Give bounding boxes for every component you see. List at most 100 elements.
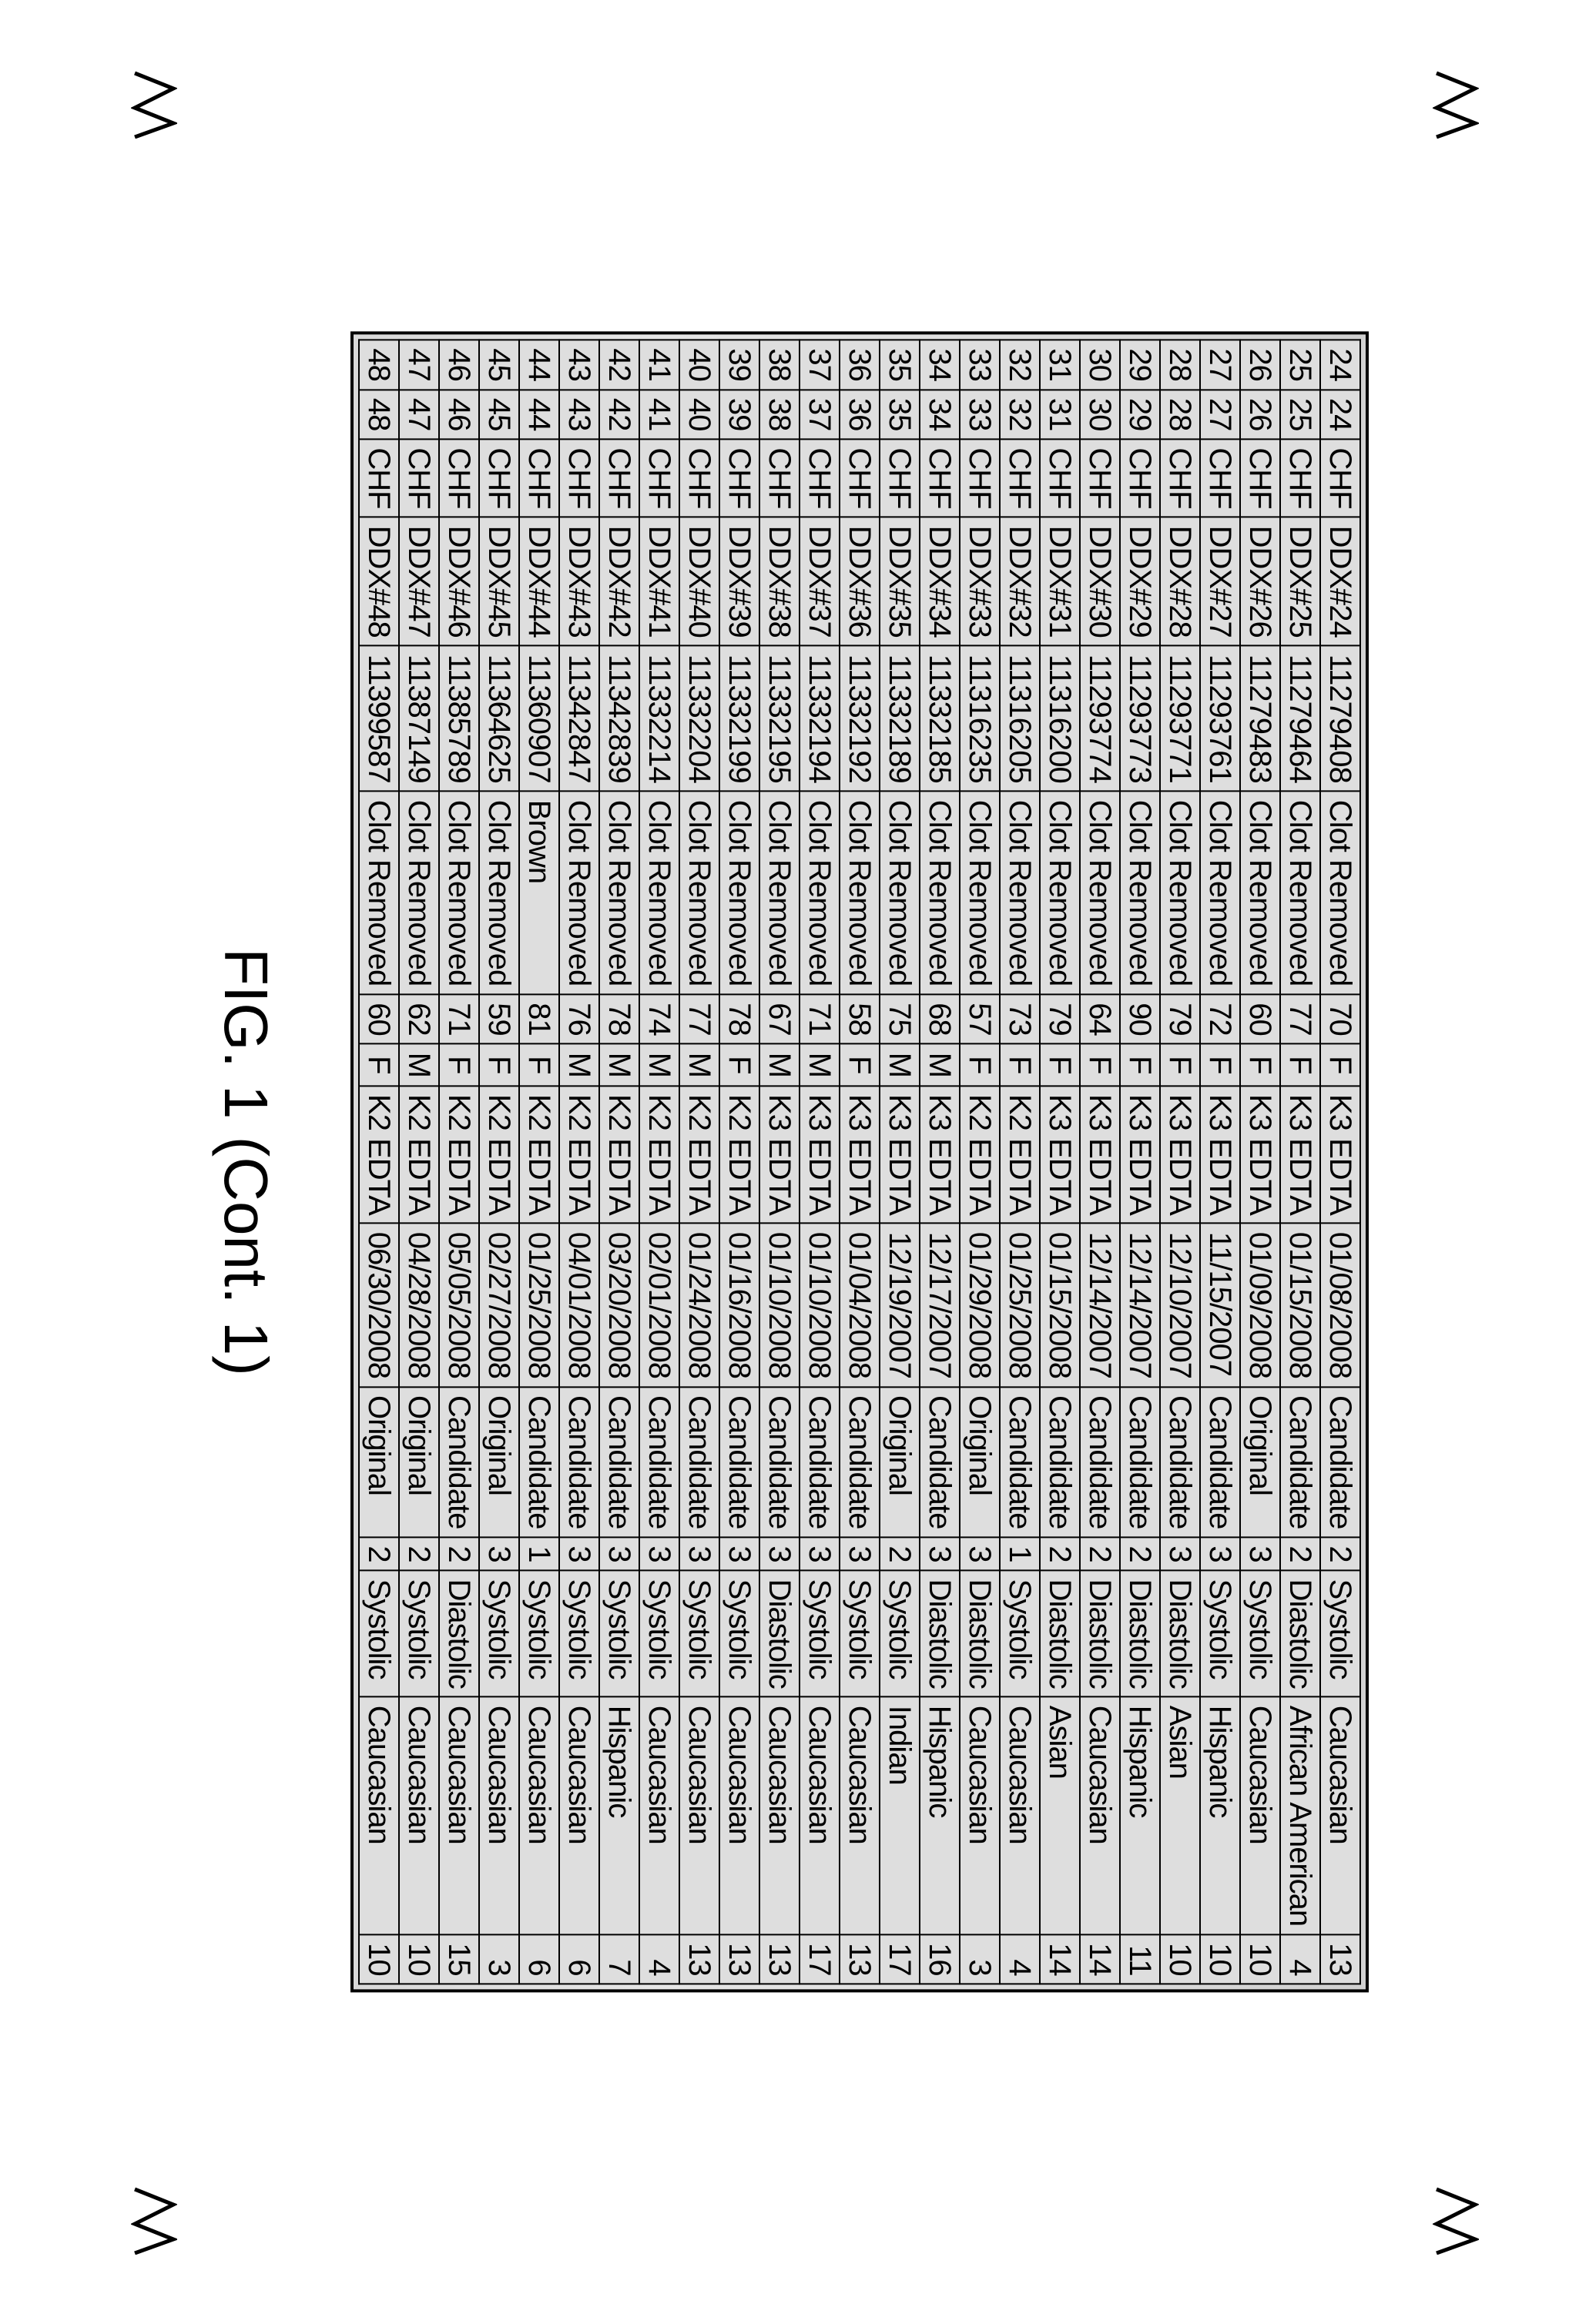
nclass-cell: 2 [1280, 1537, 1320, 1570]
table-row: 4040CHFDDX#4011332204Clot Removed77MK2 E… [679, 340, 719, 1984]
sample-id-cell: 11385789 [439, 646, 479, 792]
count-cell: 15 [439, 1934, 479, 1984]
diagnosis-cell: CHF [759, 439, 800, 517]
sample-id-cell: 11293774 [1080, 646, 1120, 792]
ethnicity-cell: Indian [880, 1697, 920, 1934]
break-mark-bottom-right [1433, 2185, 1479, 2255]
age-cell: 70 [1320, 994, 1360, 1044]
nclass-cell: 3 [960, 1537, 1000, 1570]
ethnicity-cell: African American [1280, 1697, 1320, 1934]
sex-cell: F [1000, 1044, 1040, 1086]
condition-cell: Clot Removed [759, 792, 800, 994]
nclass-cell: 2 [1120, 1537, 1160, 1570]
cohort-cell: Candidate [639, 1387, 679, 1537]
row-b-cell: 40 [679, 390, 719, 440]
date-cell: 12/19/2007 [880, 1224, 920, 1387]
sample-id-cell: 11332214 [639, 646, 679, 792]
sex-cell: M [679, 1044, 719, 1086]
condition-cell: Clot Removed [359, 792, 399, 994]
age-cell: 79 [1160, 994, 1200, 1044]
table-row: 3939CHFDDX#3911332199Clot Removed78FK2 E… [719, 340, 759, 1984]
bp-type-cell: Systolic [599, 1571, 639, 1697]
cohort-cell: Candidate [1160, 1387, 1200, 1537]
ethnicity-cell: Caucasian [840, 1697, 880, 1934]
count-cell: 4 [639, 1934, 679, 1984]
bp-type-cell: Diastolic [1040, 1571, 1080, 1697]
row-a-cell: 25 [1280, 340, 1320, 390]
table-row: 4444CHFDDX#4411360907Brown81FK2 EDTA01/2… [519, 340, 559, 1984]
bp-type-cell: Diastolic [759, 1571, 800, 1697]
ddx-id-cell: DDX#27 [1200, 517, 1240, 646]
row-b-cell: 39 [719, 390, 759, 440]
tube-cell: K3 EDTA [1280, 1086, 1320, 1224]
cohort-cell: Candidate [1120, 1387, 1160, 1537]
bp-type-cell: Diastolic [439, 1571, 479, 1697]
sample-id-cell: 11293771 [1160, 646, 1200, 792]
count-cell: 13 [1320, 1934, 1360, 1984]
date-cell: 01/29/2008 [960, 1224, 1000, 1387]
diagnosis-cell: CHF [679, 439, 719, 517]
nclass-cell: 2 [359, 1537, 399, 1570]
tube-cell: K2 EDTA [399, 1086, 439, 1224]
table-row: 2525CHFDDX#2511279464Clot Removed77FK3 E… [1280, 340, 1320, 1984]
ddx-id-cell: DDX#43 [559, 517, 599, 646]
bp-type-cell: Systolic [719, 1571, 759, 1697]
sample-id-cell: 11279464 [1280, 646, 1320, 792]
sample-id-cell: 11279483 [1240, 646, 1280, 792]
sex-cell: F [1280, 1044, 1320, 1086]
rotated-content: 2424CHFDDX#2411279408Clot Removed70FK3 E… [210, 331, 1369, 1992]
sample-id-cell: 11316200 [1040, 646, 1080, 792]
table-row: 4141CHFDDX#4111332214Clot Removed74MK2 E… [639, 340, 679, 1984]
condition-cell: Clot Removed [880, 792, 920, 994]
bp-type-cell: Diastolic [960, 1571, 1000, 1697]
count-cell: 6 [519, 1934, 559, 1984]
table-row: 4747CHFDDX#4711387149Clot Removed62MK2 E… [399, 340, 439, 1984]
bp-type-cell: Systolic [399, 1571, 439, 1697]
age-cell: 71 [439, 994, 479, 1044]
diagnosis-cell: CHF [1240, 439, 1280, 517]
row-b-cell: 24 [1320, 390, 1360, 440]
diagnosis-cell: CHF [1280, 439, 1320, 517]
tube-cell: K2 EDTA [639, 1086, 679, 1224]
table-row: 3232CHFDDX#3211316205Clot Removed73FK2 E… [1000, 340, 1040, 1984]
diagnosis-cell: CHF [719, 439, 759, 517]
break-mark-top-left [131, 69, 177, 139]
page: 2424CHFDDX#2411279408Clot Removed70FK3 E… [0, 0, 1579, 2324]
sample-id-cell: 11316205 [1000, 646, 1040, 792]
tube-cell: K2 EDTA [679, 1086, 719, 1224]
table-row: 4242CHFDDX#4211342839Clot Removed78MK2 E… [599, 340, 639, 1984]
ethnicity-cell: Caucasian [399, 1697, 439, 1934]
date-cell: 01/25/2008 [1000, 1224, 1040, 1387]
cohort-cell: Candidate [519, 1387, 559, 1537]
condition-cell: Clot Removed [1080, 792, 1120, 994]
sex-cell: F [960, 1044, 1000, 1086]
ddx-id-cell: DDX#41 [639, 517, 679, 646]
count-cell: 6 [559, 1934, 599, 1984]
row-b-cell: 41 [639, 390, 679, 440]
condition-cell: Brown [519, 792, 559, 994]
break-mark-top-right [1433, 69, 1479, 139]
nclass-cell: 2 [399, 1537, 439, 1570]
date-cell: 01/15/2008 [1280, 1224, 1320, 1387]
row-a-cell: 38 [759, 340, 800, 390]
sample-id-cell: 11293761 [1200, 646, 1240, 792]
row-b-cell: 45 [479, 390, 519, 440]
sex-cell: F [519, 1044, 559, 1086]
sex-cell: F [1160, 1044, 1200, 1086]
cohort-cell: Candidate [599, 1387, 639, 1537]
tube-cell: K2 EDTA [519, 1086, 559, 1224]
cohort-cell: Candidate [840, 1387, 880, 1537]
condition-cell: Clot Removed [1120, 792, 1160, 994]
date-cell: 01/15/2008 [1040, 1224, 1080, 1387]
ethnicity-cell: Hispanic [599, 1697, 639, 1934]
ddx-id-cell: DDX#34 [920, 517, 960, 646]
cohort-cell: Candidate [1080, 1387, 1120, 1537]
sex-cell: F [1320, 1044, 1360, 1086]
nclass-cell: 2 [1080, 1537, 1120, 1570]
table-row: 3737CHFDDX#3711332194Clot Removed71MK3 E… [800, 340, 840, 1984]
tube-cell: K3 EDTA [800, 1086, 840, 1224]
nclass-cell: 2 [1320, 1537, 1360, 1570]
ethnicity-cell: Caucasian [960, 1697, 1000, 1934]
row-b-cell: 46 [439, 390, 479, 440]
age-cell: 74 [639, 994, 679, 1044]
